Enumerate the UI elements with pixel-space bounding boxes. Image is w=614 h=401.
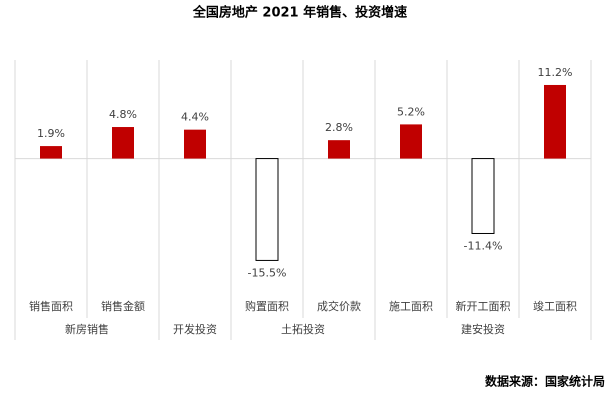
group-label: 开发投资 [173, 322, 217, 336]
x-tick-label: 销售金额 [101, 299, 145, 313]
bar [255, 158, 279, 261]
bar [328, 140, 350, 159]
value-label: 11.2% [538, 66, 573, 79]
bar [40, 146, 62, 159]
x-tick-label: 成交价款 [317, 299, 361, 313]
bar [112, 127, 134, 159]
group-label: 土拓投资 [281, 322, 325, 336]
bar [184, 129, 206, 159]
x-tick-label: 竣工面积 [533, 299, 577, 313]
x-tick-label: 施工面积 [389, 300, 433, 313]
value-label: 4.8% [109, 108, 137, 121]
value-label: 4.4% [181, 111, 209, 124]
value-label: -15.5% [248, 266, 287, 279]
x-tick-label: 新开工面积 [456, 299, 511, 313]
bar [471, 158, 495, 234]
x-tick-label: 销售面积 [29, 299, 73, 313]
bar [544, 84, 566, 159]
value-label: 2.8% [325, 121, 353, 134]
bar [400, 124, 422, 159]
x-tick-label: 购置面积 [245, 299, 289, 313]
group-label: 新房销售 [65, 322, 109, 336]
value-label: 5.2% [397, 105, 425, 118]
group-label: 建安投资 [461, 322, 505, 336]
chart-title: 全国房地产 2021 年销售、投资增速 [192, 5, 407, 21]
source: 数据来源：国家统计局 [485, 374, 605, 389]
value-label: -11.4% [464, 239, 503, 252]
value-label: 1.9% [37, 127, 65, 140]
